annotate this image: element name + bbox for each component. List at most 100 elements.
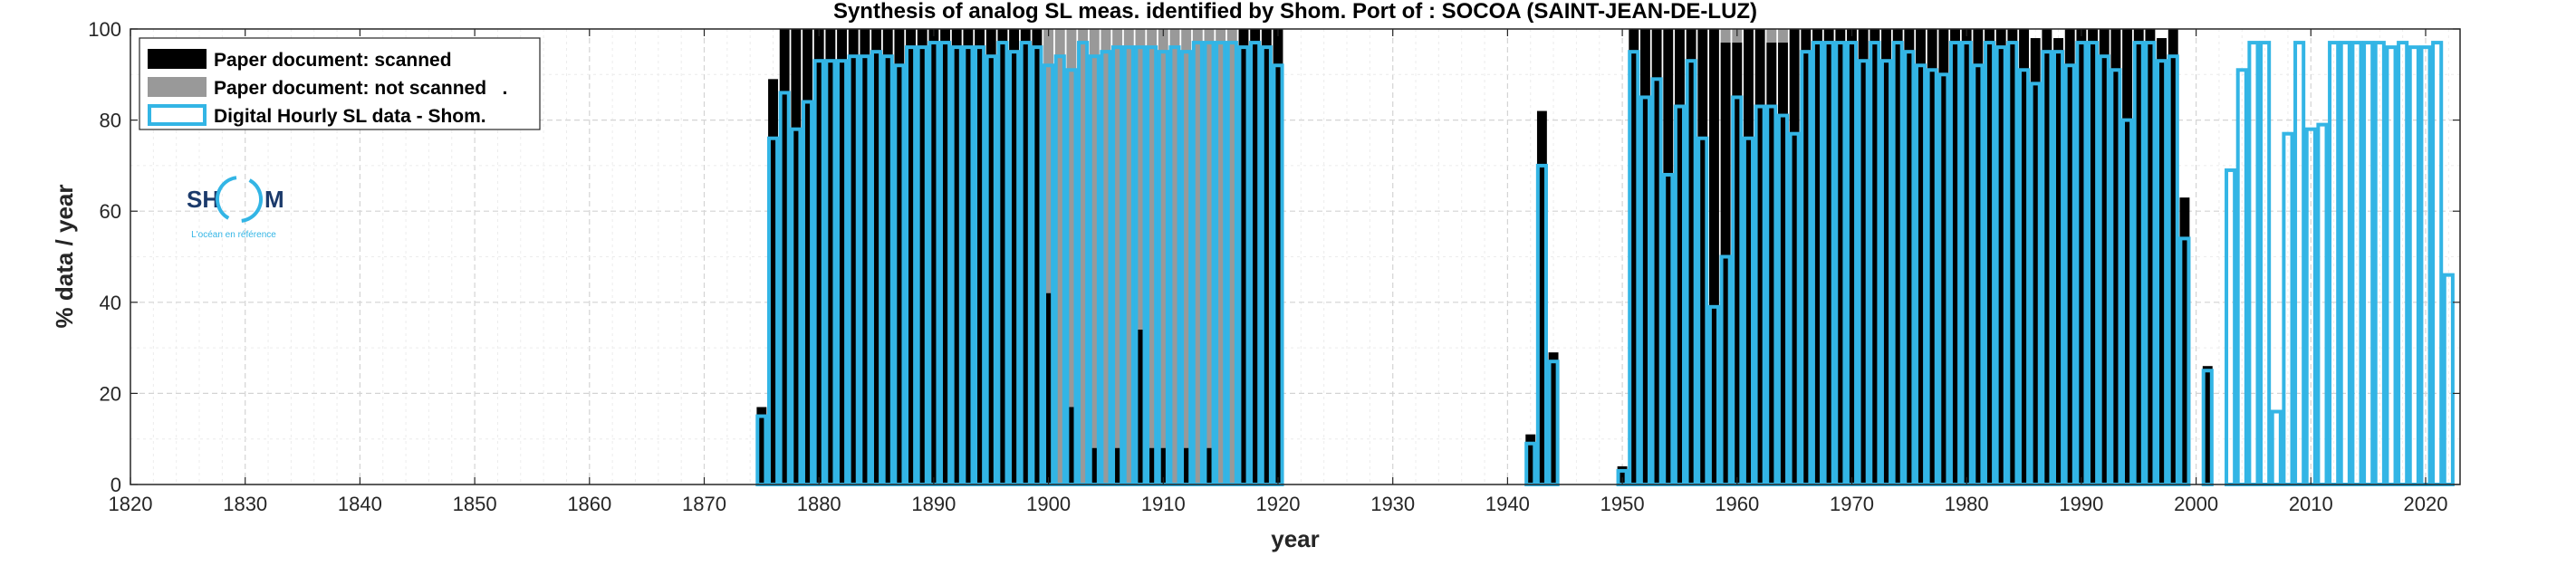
x-tick-label: 1870: [682, 493, 726, 515]
x-tick-label: 1990: [2059, 493, 2103, 515]
y-axis-label: % data / year: [51, 185, 78, 329]
bar-scanned: [1009, 29, 1020, 484]
bar-scanned: [1697, 29, 1708, 484]
bar-not-scanned: [1054, 29, 1065, 484]
x-tick-label: 2020: [2404, 493, 2448, 515]
bar-scanned: [1847, 29, 1857, 484]
bar-scanned: [2133, 29, 2144, 484]
bar-scanned: [1916, 29, 1926, 484]
x-tick-label: 1940: [1485, 493, 1530, 515]
bar-scanned: [1778, 43, 1788, 485]
bar-scanned: [1973, 29, 1984, 484]
bar-scanned: [1639, 29, 1650, 484]
bar-scanned: [2110, 29, 2121, 484]
bar-scanned: [985, 29, 996, 484]
bar-scanned: [848, 29, 859, 484]
bar-scanned: [1961, 29, 1972, 484]
bar-not-scanned: [1112, 29, 1123, 484]
bar-scanned: [1181, 447, 1192, 484]
legend-label-scanned: Paper document: scanned: [214, 50, 452, 71]
bar-scanned: [791, 29, 802, 484]
logo-letters-left: SH: [187, 186, 219, 213]
bar-scanned: [1985, 29, 1994, 484]
bar-scanned: [2042, 29, 2052, 484]
y-tick-label: 100: [88, 18, 121, 41]
bar-scanned: [1112, 447, 1123, 484]
series-scanned-bars: [756, 29, 2213, 485]
plot-border: [130, 28, 2461, 485]
x-tick-label: 2000: [2174, 493, 2218, 515]
bar-scanned: [2030, 38, 2041, 485]
bar-scanned: [779, 29, 790, 484]
y-tick-label: 60: [100, 200, 121, 223]
bar-scanned: [1674, 29, 1685, 484]
bar-scanned: [1858, 29, 1869, 484]
shom-logo: SH M L'océan en référence: [187, 176, 284, 240]
bar-scanned: [1870, 29, 1880, 484]
bar-not-scanned: [1226, 29, 1237, 484]
bar-scanned: [1032, 29, 1043, 484]
bar-scanned: [975, 29, 985, 484]
bar-scanned: [2122, 29, 2133, 484]
logo-tagline: L'océan en référence: [191, 230, 276, 240]
x-tick-label: 1900: [1026, 493, 1071, 515]
bar-scanned: [1835, 29, 1846, 484]
bar-scanned: [1744, 29, 1754, 484]
y-tick-label: 0: [111, 474, 121, 496]
x-tick-label: 1960: [1715, 493, 1759, 515]
x-axis-ticks: 1820 1830 1840 1850 1860 1870 1880 1890 1900 1910…: [109, 29, 2448, 515]
x-tick-label: 1820: [109, 493, 153, 515]
bar-not-scanned: [1135, 29, 1146, 484]
bar-scanned: [1938, 29, 1949, 484]
x-tick-label: 1970: [1830, 493, 1874, 515]
chart-title: Synthesis of analog SL meas. identified …: [833, 0, 1757, 24]
bar-scanned: [1754, 29, 1765, 484]
bar-scanned: [1273, 29, 1283, 484]
y-axis-ticks: 0 20 40 60 80 100: [88, 18, 2460, 496]
bar-not-scanned: [1181, 29, 1192, 484]
legend: Paper document: scanned Paper document: …: [139, 37, 541, 130]
bar-scanned: [1801, 29, 1812, 484]
bar-not-scanned: [1204, 29, 1215, 484]
bar-scanned: [803, 29, 812, 484]
bar-scanned: [1135, 329, 1146, 484]
bar-scanned: [1789, 29, 1800, 484]
bar-scanned: [2099, 29, 2110, 484]
bar-scanned: [1766, 43, 1777, 485]
x-tick-label: 2010: [2289, 493, 2333, 515]
bar-scanned: [2088, 29, 2099, 484]
legend-label-not-scanned: Paper document: not scanned .: [214, 78, 507, 99]
bar-scanned: [2019, 29, 2029, 484]
y-tick-label: 80: [100, 110, 121, 132]
bar-scanned: [1950, 29, 1960, 484]
bar-scanned: [1709, 29, 1719, 484]
bar-scanned: [1617, 465, 1628, 484]
x-tick-label: 1890: [911, 493, 956, 515]
legend-swatch-not-scanned: [148, 77, 207, 97]
bar-scanned: [2076, 29, 2087, 484]
bar-not-scanned: [1169, 29, 1180, 484]
bar-scanned: [1720, 43, 1731, 485]
bar-scanned: [1089, 447, 1100, 484]
bar-not-scanned: [1043, 29, 1054, 484]
bar-not-scanned: [1192, 29, 1203, 484]
bar-scanned: [1147, 447, 1158, 484]
x-tick-label: 1920: [1256, 493, 1301, 515]
bar-scanned: [1823, 29, 1834, 484]
x-tick-label: 1910: [1141, 493, 1186, 515]
bar-scanned: [917, 29, 928, 484]
legend-swatch-digital: [148, 104, 207, 126]
x-tick-label: 1980: [1945, 493, 1989, 515]
bar-not-scanned: [1101, 29, 1111, 484]
bar-scanned: [1995, 29, 2006, 484]
bar-scanned: [825, 29, 836, 484]
bar-not-scanned: [1066, 29, 1077, 484]
bar-scanned: [1525, 434, 1536, 484]
bar-scanned: [1927, 29, 1937, 484]
bar-scanned: [837, 29, 847, 484]
bar-scanned: [2167, 29, 2178, 484]
bar-scanned: [2053, 38, 2063, 485]
bar-scanned: [1238, 29, 1249, 484]
bar-scanned: [1651, 29, 1662, 484]
